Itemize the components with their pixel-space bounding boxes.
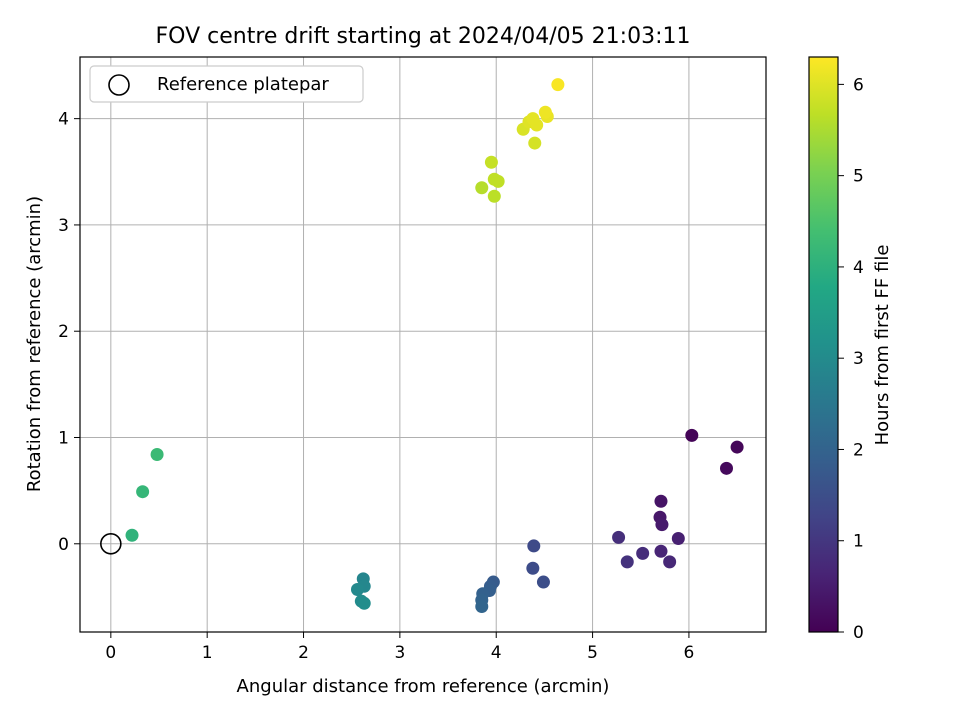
colorbar: 0 1 2 3 4 5 6 Hours from first FF file: [808, 56, 893, 643]
data-point: [636, 546, 650, 560]
legend-label: Reference platepar: [157, 74, 329, 95]
data-point: [526, 112, 540, 126]
legend-box: [89, 65, 364, 103]
colorbar-tick-label: 3: [853, 349, 864, 369]
data-point: [663, 555, 677, 569]
data-point: [528, 136, 542, 150]
y-tick-label: 0: [58, 535, 69, 555]
data-point: [719, 461, 733, 475]
data-point: [538, 105, 552, 119]
x-tick-label: 4: [491, 643, 502, 663]
data-point: [526, 561, 540, 575]
colorbar-tick-label: 1: [853, 532, 864, 552]
data-point: [685, 428, 699, 442]
data-point: [654, 544, 668, 558]
x-axis: 0 1 2 3 4 5 6: [105, 632, 694, 663]
colorbar-tick-label: 0: [853, 623, 864, 643]
data-point: [671, 531, 685, 545]
y-axis: 0 1 2 3 4: [58, 110, 80, 555]
colorbar-label: Hours from first FF file: [872, 245, 893, 446]
y-tick-label: 1: [58, 428, 69, 448]
x-tick-label: 0: [105, 643, 116, 663]
x-tick-label: 6: [684, 643, 695, 663]
colorbar-tick-label: 5: [853, 167, 864, 187]
plot-background: [80, 57, 766, 632]
x-tick-label: 1: [202, 643, 213, 663]
data-point: [475, 599, 489, 613]
colorbar-tick-label: 4: [853, 258, 864, 278]
colorbar-tick-label: 6: [853, 75, 864, 95]
y-axis-label: Rotation from reference (arcmin): [24, 196, 45, 492]
colorbar-tick-label: 2: [853, 440, 864, 460]
x-tick-label: 2: [298, 643, 309, 663]
y-tick-label: 4: [58, 110, 69, 130]
data-point: [655, 518, 669, 532]
data-points: [125, 78, 744, 613]
data-point: [484, 155, 498, 169]
data-point: [150, 448, 164, 462]
colorbar-ticks: 0 1 2 3 4 5 6: [838, 75, 864, 643]
legend-reference-marker: [108, 74, 130, 96]
data-point: [612, 530, 626, 544]
chart-title: FOV centre drift starting at 2024/04/05 …: [156, 24, 691, 49]
grid: [80, 57, 766, 632]
legend: Reference platepar: [89, 65, 364, 103]
data-point: [487, 189, 501, 203]
data-point: [475, 181, 489, 195]
y-tick-label: 3: [58, 216, 69, 236]
data-point: [527, 539, 541, 553]
data-point: [551, 78, 565, 92]
plot-frame: [79, 56, 767, 633]
reference-platepar-marker: [100, 532, 122, 555]
data-point: [620, 555, 634, 569]
x-tick-label: 3: [394, 643, 405, 663]
data-point: [357, 596, 371, 610]
data-point: [350, 582, 364, 596]
data-point: [654, 494, 668, 508]
colorbar-gradient: [808, 56, 839, 633]
data-point: [136, 485, 150, 499]
y-tick-label: 2: [58, 322, 69, 342]
data-point: [536, 575, 550, 589]
x-axis-label: Angular distance from reference (arcmin): [237, 676, 610, 697]
data-point: [487, 172, 501, 186]
data-point: [125, 528, 139, 542]
x-tick-label: 5: [587, 643, 598, 663]
data-point: [730, 440, 744, 454]
